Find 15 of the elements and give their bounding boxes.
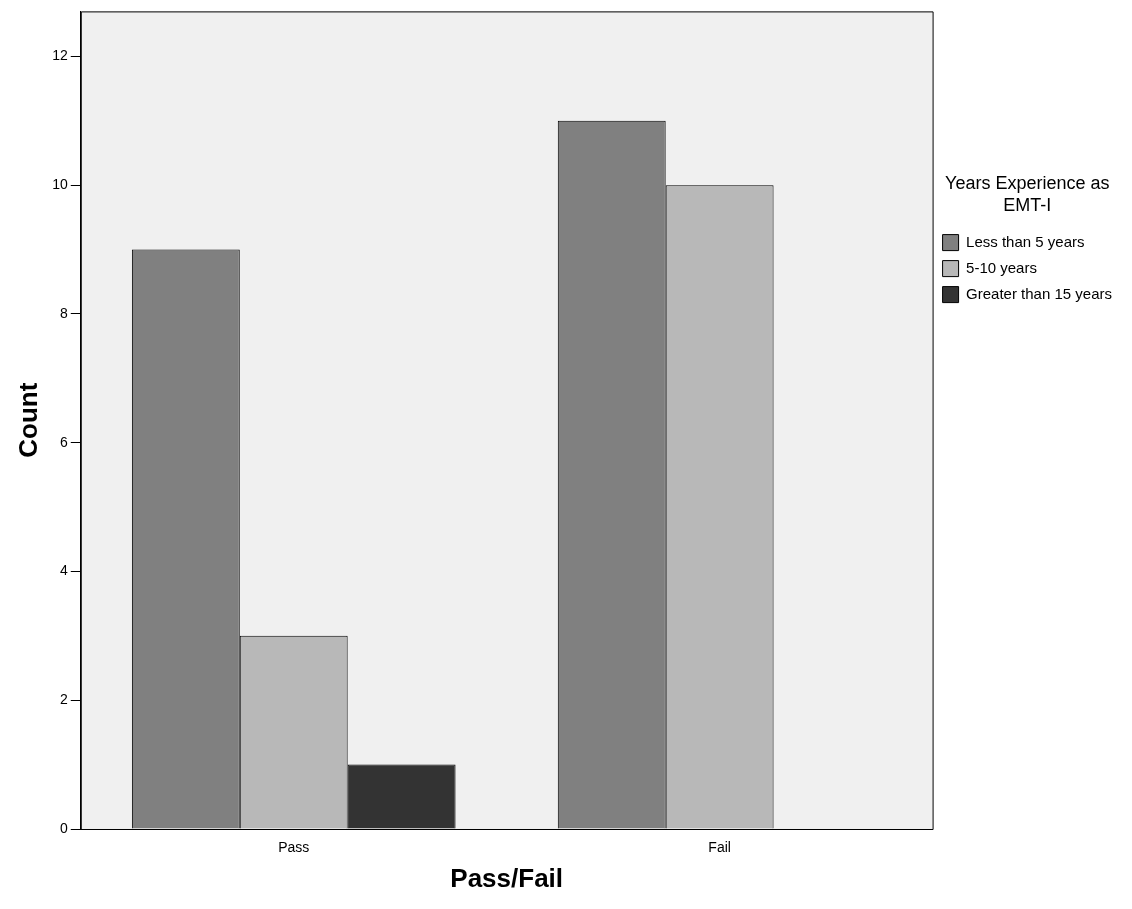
y-tick-label: 12 bbox=[52, 47, 68, 64]
y-tick-label: 4 bbox=[59, 562, 68, 579]
y-tick-label: 2 bbox=[59, 691, 68, 708]
y-tick-label: 10 bbox=[52, 176, 68, 193]
y-axis-title: Count bbox=[12, 382, 43, 458]
x-tick-label: Pass bbox=[278, 839, 310, 856]
x-axis-title: Pass/Fail bbox=[450, 862, 564, 893]
legend-label: Less than 5 years bbox=[966, 232, 1085, 250]
legend-label: Greater than 15 years bbox=[966, 284, 1113, 302]
legend-title: Years Experience as EMT-I bbox=[945, 172, 1110, 215]
x-tick-label: Fail bbox=[708, 839, 731, 856]
y-tick-label: 0 bbox=[59, 819, 68, 836]
y-tick-label: 6 bbox=[59, 433, 68, 450]
y-tick-label: 8 bbox=[59, 304, 68, 321]
legend-label: 5-10 years bbox=[966, 258, 1037, 276]
